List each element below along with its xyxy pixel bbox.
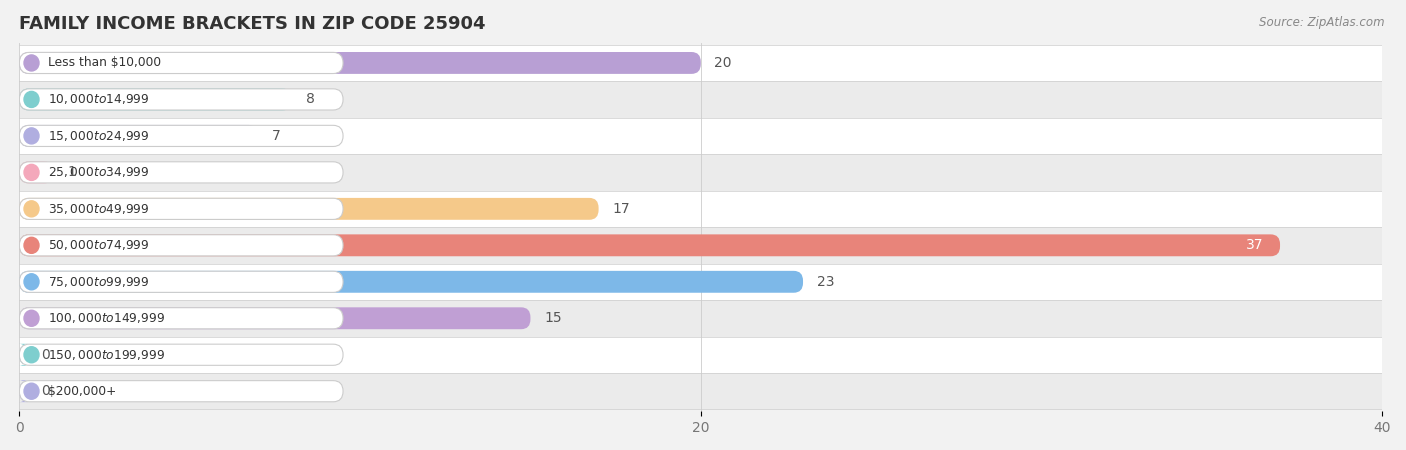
Circle shape [24, 164, 39, 180]
Circle shape [24, 55, 39, 71]
FancyBboxPatch shape [20, 344, 343, 365]
FancyBboxPatch shape [20, 162, 343, 183]
Bar [20, 300, 1382, 337]
Text: $35,000 to $49,999: $35,000 to $49,999 [48, 202, 149, 216]
Bar [20, 117, 1382, 154]
Text: 20: 20 [714, 56, 733, 70]
FancyBboxPatch shape [20, 235, 343, 256]
Text: $100,000 to $149,999: $100,000 to $149,999 [48, 311, 165, 325]
FancyBboxPatch shape [20, 271, 803, 293]
Text: $25,000 to $34,999: $25,000 to $34,999 [48, 165, 149, 180]
Text: 7: 7 [271, 129, 280, 143]
Bar [20, 45, 1382, 81]
FancyBboxPatch shape [20, 52, 343, 73]
Text: 8: 8 [305, 92, 315, 106]
Text: $200,000+: $200,000+ [48, 385, 115, 398]
Text: 15: 15 [544, 311, 562, 325]
FancyBboxPatch shape [20, 89, 292, 110]
Text: 37: 37 [1246, 238, 1263, 252]
Text: $50,000 to $74,999: $50,000 to $74,999 [48, 238, 149, 252]
Text: 1: 1 [67, 165, 76, 180]
Circle shape [24, 310, 39, 326]
Text: 0: 0 [42, 348, 51, 362]
Bar [20, 81, 1382, 117]
Circle shape [24, 237, 39, 253]
Text: $10,000 to $14,999: $10,000 to $14,999 [48, 92, 149, 106]
Circle shape [24, 201, 39, 217]
FancyBboxPatch shape [20, 198, 599, 220]
FancyBboxPatch shape [20, 381, 343, 402]
Text: FAMILY INCOME BRACKETS IN ZIP CODE 25904: FAMILY INCOME BRACKETS IN ZIP CODE 25904 [20, 15, 486, 33]
Bar [20, 373, 1382, 410]
Circle shape [24, 346, 39, 363]
Bar [20, 337, 1382, 373]
Text: Source: ZipAtlas.com: Source: ZipAtlas.com [1260, 16, 1385, 29]
Circle shape [24, 274, 39, 290]
FancyBboxPatch shape [20, 125, 343, 147]
Bar [20, 227, 1382, 264]
FancyBboxPatch shape [20, 162, 53, 183]
FancyBboxPatch shape [20, 308, 343, 329]
FancyBboxPatch shape [18, 344, 28, 366]
Circle shape [24, 383, 39, 399]
Circle shape [24, 128, 39, 144]
FancyBboxPatch shape [18, 380, 28, 402]
Text: 0: 0 [42, 384, 51, 398]
FancyBboxPatch shape [20, 198, 343, 220]
Text: 17: 17 [612, 202, 630, 216]
Text: $75,000 to $99,999: $75,000 to $99,999 [48, 275, 149, 289]
Bar [20, 264, 1382, 300]
FancyBboxPatch shape [20, 234, 1279, 256]
Text: $15,000 to $24,999: $15,000 to $24,999 [48, 129, 149, 143]
FancyBboxPatch shape [20, 89, 343, 110]
Circle shape [24, 91, 39, 108]
Bar [20, 191, 1382, 227]
FancyBboxPatch shape [20, 271, 343, 292]
Text: $150,000 to $199,999: $150,000 to $199,999 [48, 348, 165, 362]
FancyBboxPatch shape [20, 52, 700, 74]
FancyBboxPatch shape [20, 125, 257, 147]
Bar [20, 154, 1382, 191]
Text: Less than $10,000: Less than $10,000 [48, 56, 160, 69]
Text: 23: 23 [817, 275, 834, 289]
FancyBboxPatch shape [20, 307, 530, 329]
